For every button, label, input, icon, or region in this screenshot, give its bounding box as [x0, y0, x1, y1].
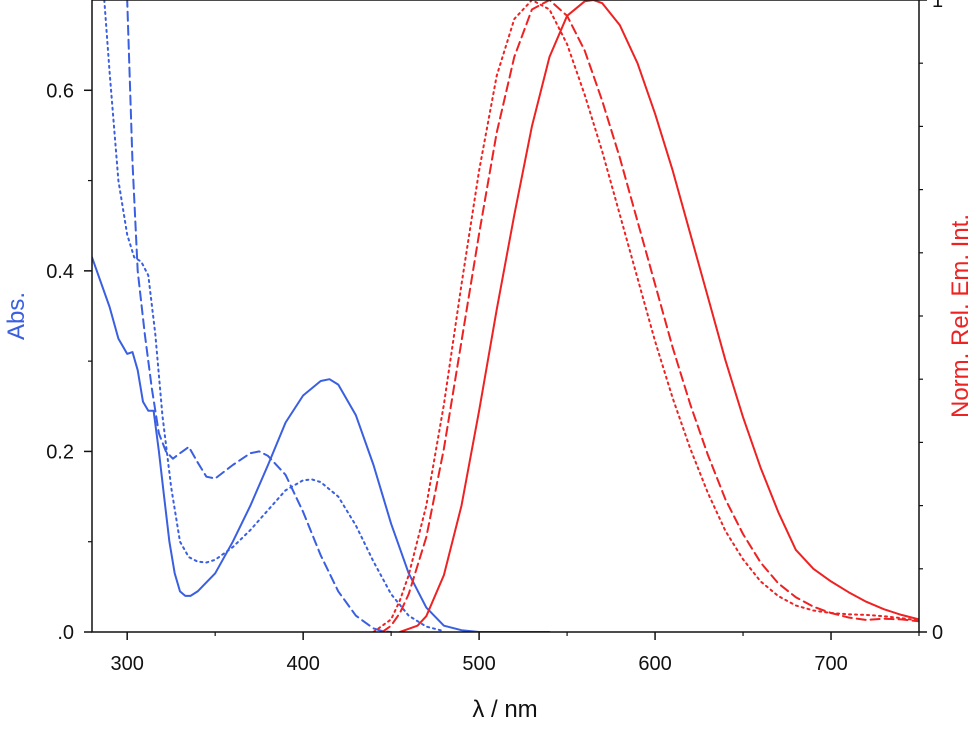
emission-dotted-series — [372, 0, 919, 632]
y-left-tick-label: .0 — [57, 622, 74, 644]
x-tick-label: 300 — [111, 653, 144, 675]
curves-layer — [92, 0, 919, 632]
absorption-dashed-series — [126, 0, 393, 632]
ticks-layer: 300 400 500 600 700 .0 0.2 0.4 0.6 0 1 — [46, 0, 943, 675]
y-left-tick-label: 0.4 — [46, 261, 74, 283]
y-axis-left-title: Abs. — [3, 292, 30, 340]
y-right-tick-label: 0 — [932, 622, 943, 644]
y-left-tick-label: 0.2 — [46, 441, 74, 463]
y-left-tick-label: 0.6 — [46, 80, 74, 102]
y-right-tick-label: 1 — [932, 0, 943, 12]
x-axis-title: λ / nm — [472, 696, 537, 723]
axes-layer — [91, 0, 920, 633]
absorption-solid-series — [92, 256, 551, 632]
x-tick-label: 600 — [638, 653, 671, 675]
emission-solid-series — [398, 0, 919, 632]
x-tick-label: 700 — [814, 653, 847, 675]
absorption-dotted-series — [103, 0, 445, 632]
y-axis-right-title: Norm. Rel. Em. Int. — [947, 214, 974, 418]
plot-frame — [91, 0, 920, 633]
emission-dashed-series — [381, 0, 919, 632]
x-tick-label: 500 — [462, 653, 495, 675]
x-tick-label: 400 — [286, 653, 319, 675]
